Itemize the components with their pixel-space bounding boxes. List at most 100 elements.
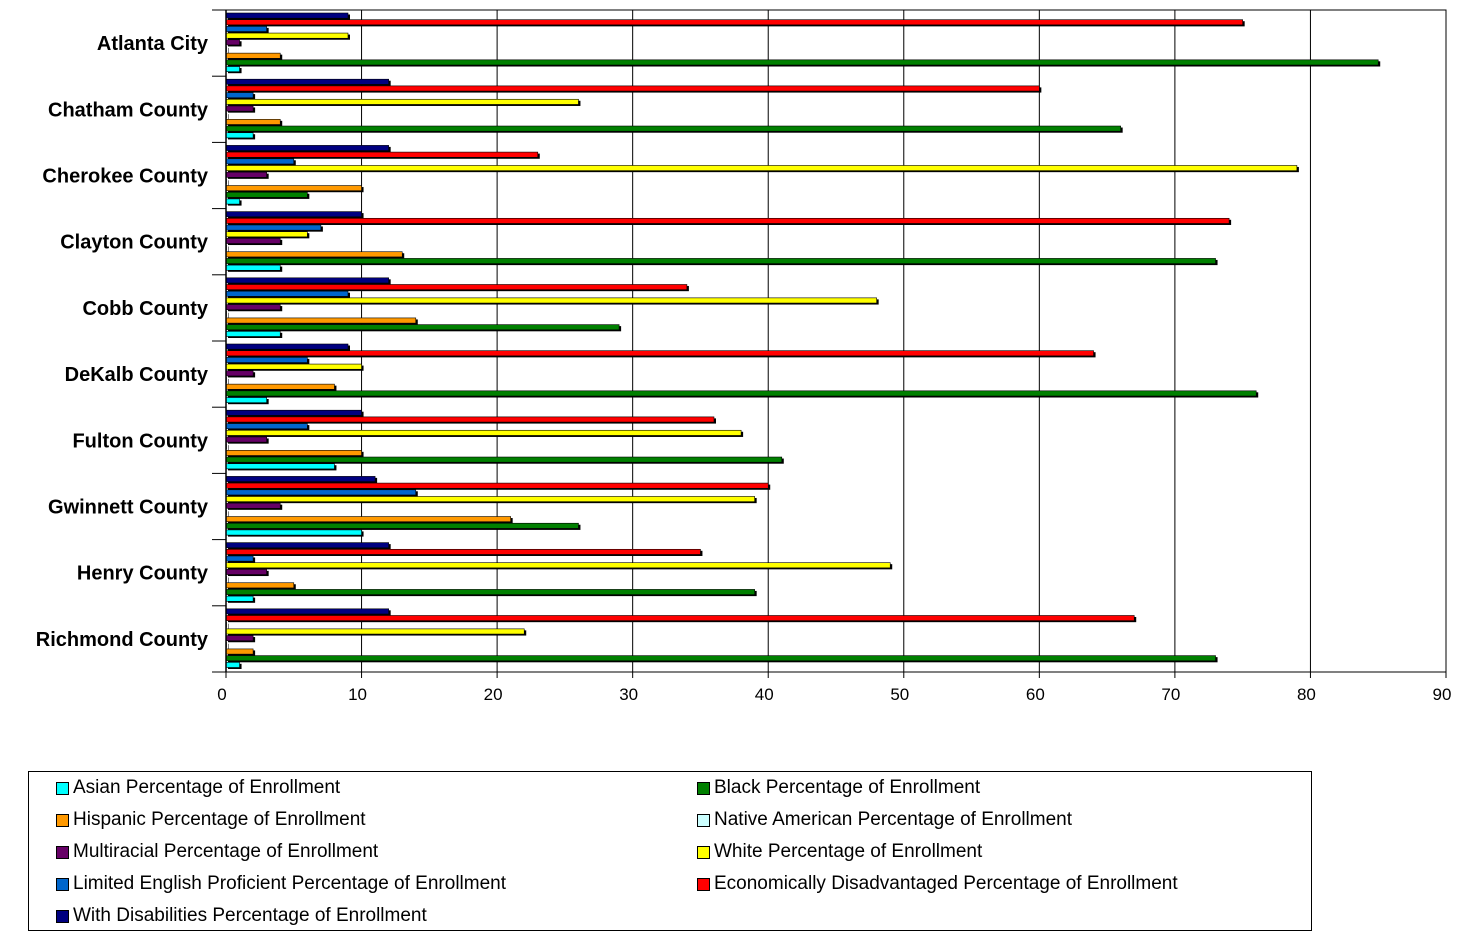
bar-dekalb-county-black-percentage-of-enrollment	[225, 390, 1259, 398]
legend-label: Multiracial Percentage of Enrollment	[73, 841, 379, 862]
bar-atlanta-city-asian-percentage-of-enrollment	[225, 66, 242, 74]
bar-face	[225, 502, 281, 509]
bar-henry-county-black-percentage-of-enrollment	[225, 589, 757, 597]
bar-face	[225, 569, 267, 575]
bar-shadow	[228, 312, 229, 318]
bar-chatham-county-hispanic-percentage-of-enrollment	[225, 119, 283, 127]
bar-face	[225, 463, 335, 470]
bar-shadow	[228, 643, 229, 649]
bar-face	[225, 589, 755, 595]
bar-gwinnett-county-hispanic-percentage-of-enrollment	[225, 516, 513, 524]
bar-henry-county-economically-disadvantaged-percentage-of-enrollment	[225, 548, 703, 556]
bars	[225, 12, 1381, 669]
legend-item-native-american-percentage-of-enrollment: Native American Percentage of Enrollment	[697, 806, 1072, 834]
bar-face	[225, 211, 362, 218]
x-tick-label-10: 10	[348, 685, 367, 704]
bar-face	[225, 185, 362, 192]
bar-cherokee-county-hispanic-percentage-of-enrollment	[225, 185, 364, 193]
bar-cherokee-county-asian-percentage-of-enrollment	[225, 198, 242, 206]
bar-cobb-county-white-percentage-of-enrollment	[225, 297, 879, 305]
bar-face	[225, 357, 308, 363]
bar-chatham-county-economically-disadvantaged-percentage-of-enrollment	[225, 85, 1042, 93]
bar-face	[225, 662, 240, 668]
legend-swatch	[697, 781, 710, 795]
bar-face	[225, 198, 240, 205]
bar-face	[225, 297, 877, 304]
legend-label: White Percentage of Enrollment	[714, 841, 983, 862]
bar-face	[225, 582, 295, 589]
bar-face	[225, 429, 742, 436]
bar-face	[225, 331, 281, 337]
bar-face	[225, 290, 349, 297]
bar-face	[225, 409, 362, 416]
bar-henry-county-with-disabilities-percentage-of-enrollment	[225, 542, 391, 550]
legend-swatch	[697, 845, 710, 859]
x-tick-label-60: 60	[1026, 685, 1045, 704]
bar-face	[225, 370, 254, 377]
bar-face	[225, 615, 1135, 621]
bar-dekalb-county-white-percentage-of-enrollment	[225, 363, 364, 371]
category-label-gwinnett-county: Gwinnett County	[48, 497, 209, 519]
bar-dekalb-county-hispanic-percentage-of-enrollment	[225, 383, 337, 391]
bar-cherokee-county-limited-english-proficient-percentage-of-enrollment	[225, 158, 296, 166]
x-tick-label-0: 0	[217, 685, 226, 704]
bar-face	[225, 92, 254, 99]
bar-gwinnett-county-black-percentage-of-enrollment	[225, 522, 581, 530]
bar-cobb-county-asian-percentage-of-enrollment	[225, 331, 283, 338]
bar-cobb-county-economically-disadvantaged-percentage-of-enrollment	[225, 284, 689, 292]
category-label-chatham-county: Chatham County	[48, 99, 209, 121]
x-tick-label-70: 70	[1161, 685, 1180, 704]
bar-clayton-county-black-percentage-of-enrollment	[225, 258, 1218, 266]
bar-fulton-county-hispanic-percentage-of-enrollment	[225, 450, 364, 458]
bar-gwinnett-county-asian-percentage-of-enrollment	[225, 529, 364, 537]
bar-face	[225, 19, 1243, 26]
bar-shadow	[228, 378, 229, 385]
bar-richmond-county-economically-disadvantaged-percentage-of-enrollment	[225, 615, 1137, 623]
bar-atlanta-city-with-disabilities-percentage-of-enrollment	[225, 12, 350, 20]
category-labels: Atlanta City Chatham County Cherokee Count…	[36, 33, 209, 651]
bar-face	[225, 264, 281, 271]
bar-face	[225, 542, 389, 549]
bar-fulton-county-with-disabilities-percentage-of-enrollment	[225, 409, 364, 417]
bar-face	[225, 52, 281, 59]
bar-shadow	[228, 511, 229, 517]
legend-label: Hispanic Percentage of Enrollment	[73, 809, 366, 830]
legend-swatch	[56, 781, 69, 795]
bar-face	[225, 562, 891, 569]
bar-face	[225, 59, 1379, 66]
category-label-fulton-county: Fulton County	[72, 430, 208, 452]
bar-dekalb-county-asian-percentage-of-enrollment	[225, 397, 269, 405]
legend-label: Economically Disadvantaged Percentage of…	[714, 873, 1178, 894]
gridlines	[225, 9, 1447, 673]
bar-face	[225, 343, 349, 350]
bar-face	[225, 648, 254, 655]
legend-swatch	[697, 813, 710, 827]
bar-cobb-county-multiracial-percentage-of-enrollment	[225, 304, 283, 312]
bar-face	[225, 423, 308, 430]
bar-fulton-county-black-percentage-of-enrollment	[225, 456, 784, 464]
x-tick-label-20: 20	[484, 685, 503, 704]
legend-swatch	[697, 877, 710, 891]
bar-cherokee-county-economically-disadvantaged-percentage-of-enrollment	[225, 151, 540, 159]
category-label-dekalb-county: DeKalb County	[65, 364, 209, 386]
bar-chatham-county-limited-english-proficient-percentage-of-enrollment	[225, 92, 256, 100]
legend-swatch	[56, 845, 69, 859]
plot-area	[225, 9, 1447, 673]
bar-henry-county-asian-percentage-of-enrollment	[225, 595, 256, 603]
x-tick-labels: 0 10 20 30 40 50 60 70 80 90	[217, 685, 1451, 704]
bar-face	[225, 85, 1040, 92]
bar-henry-county-white-percentage-of-enrollment	[225, 562, 893, 570]
bar-face	[225, 363, 362, 370]
bar-gwinnett-county-limited-english-proficient-percentage-of-enrollment	[225, 489, 418, 497]
bar-atlanta-city-economically-disadvantaged-percentage-of-enrollment	[225, 19, 1245, 27]
bar-dekalb-county-with-disabilities-percentage-of-enrollment	[225, 343, 350, 351]
bar-face	[225, 165, 1298, 171]
bar-face	[225, 32, 349, 39]
bar-cherokee-county-white-percentage-of-enrollment	[225, 165, 1299, 173]
bar-fulton-county-asian-percentage-of-enrollment	[225, 463, 337, 471]
legend-item-hispanic-percentage-of-enrollment: Hispanic Percentage of Enrollment	[56, 806, 366, 834]
bar-richmond-county-asian-percentage-of-enrollment	[225, 662, 242, 669]
bar-richmond-county-white-percentage-of-enrollment	[225, 628, 527, 636]
legend: Asian Percentage of Enrollment Black Perc…	[28, 771, 1312, 931]
legend-item-asian-percentage-of-enrollment: Asian Percentage of Enrollment	[56, 774, 340, 802]
